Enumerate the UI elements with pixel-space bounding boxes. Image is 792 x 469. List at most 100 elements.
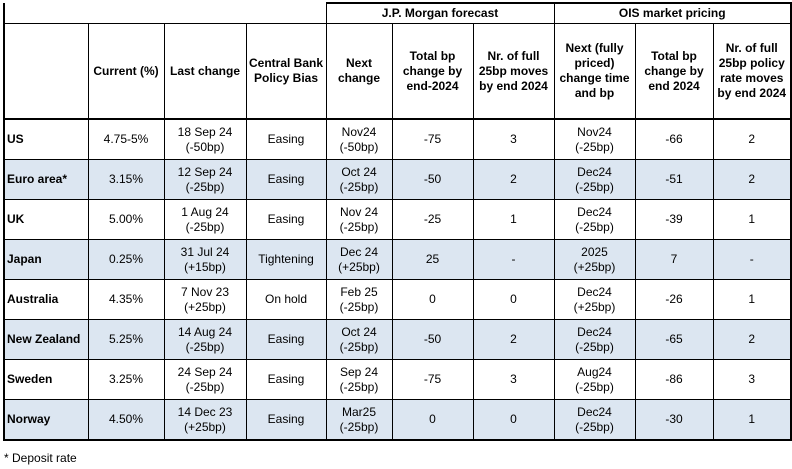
table-cell: -30 (634, 399, 714, 441)
table-cell: 18 Sep 24 (-50bp) (163, 118, 247, 160)
country-cell: Australia (3, 279, 89, 320)
table-cell: Nov24 (-50bp) (325, 118, 393, 160)
table-cell: 2 (712, 319, 792, 360)
table-cell: 0 (391, 399, 474, 441)
country-cell: Euro area* (3, 159, 89, 200)
table-cell: 3 (712, 359, 792, 400)
table-cell: 31 Jul 24 (+15bp) (163, 239, 247, 280)
country-cell: US (3, 118, 89, 160)
table-cell: 2 (712, 118, 792, 160)
table-cell: 3.25% (87, 359, 165, 400)
table-cell: Dec24 (-25bp) (553, 199, 636, 240)
table-cell: 2025 (+25bp) (553, 239, 636, 280)
column-header: Next change (325, 23, 393, 120)
footnote: * Deposit rate (4, 451, 77, 465)
country-cell: Sweden (3, 359, 89, 400)
column-header: Next (fully priced) change time and bp (553, 23, 636, 120)
column-header: Total bp change by end 2024 (634, 23, 714, 120)
table-cell: Easing (245, 199, 327, 240)
table-cell: Feb 25 (-25bp) (325, 279, 393, 320)
table-cell: -66 (634, 118, 714, 160)
country-cell: New Zealand (3, 319, 89, 360)
table-cell: Tightening (245, 239, 327, 280)
table-cell: 2 (712, 159, 792, 200)
table-cell: 3.15% (87, 159, 165, 200)
table-cell: - (712, 239, 792, 280)
table-cell: Easing (245, 399, 327, 441)
table-cell: -50 (391, 159, 474, 200)
table-cell: Sep 24 (-25bp) (325, 359, 393, 400)
table-cell: 7 (634, 239, 714, 280)
table-cell: 14 Aug 24 (-25bp) (163, 319, 247, 360)
table-row: Japan 0.25% 31 Jul 24 (+15bp) Tightening Dec… (3, 239, 792, 280)
table-cell: -75 (391, 359, 474, 400)
table-cell: 0 (472, 279, 555, 320)
country-cell: Norway (3, 399, 89, 441)
table-row: Norway 4.50% 14 Dec 23 (+25bp) Easing Mar25 … (3, 399, 792, 441)
table-cell: Easing (245, 359, 327, 400)
table-cell: -26 (634, 279, 714, 320)
table-cell: 5.25% (87, 319, 165, 360)
group-header-jpm-forecast: J.P. Morgan forecast (325, 2, 555, 24)
table-cell: 1 (712, 279, 792, 320)
table-cell: 3 (472, 118, 555, 160)
table-cell: 2 (472, 319, 555, 360)
table-cell: 3 (472, 359, 555, 400)
table-cell: 4.75-5% (87, 118, 165, 160)
table-row: Euro area* 3.15% 12 Sep 24 (-25bp) Easing Oc… (3, 159, 792, 200)
central-bank-rates-table: J.P. Morgan forecast OIS market pricing … (3, 2, 792, 441)
table-cell: 24 Sep 24 (-25bp) (163, 359, 247, 400)
table-cell: Mar25 (-25bp) (325, 399, 393, 441)
table-row: New Zealand 5.25% 14 Aug 24 (-25bp) Easing O… (3, 319, 792, 360)
table-cell: Aug24 (-25bp) (553, 359, 636, 400)
table-cell: 14 Dec 23 (+25bp) (163, 399, 247, 441)
blank-corner (4, 3, 326, 24)
table-cell: Oct 24 (-25bp) (325, 319, 393, 360)
column-header: Nr. of full 25bp moves by end 2024 (472, 23, 555, 120)
table-cell: -86 (634, 359, 714, 400)
table-cell: 5.00% (87, 199, 165, 240)
table-cell: 0 (472, 399, 555, 441)
column-header: Last change (163, 23, 247, 120)
table-cell: -39 (634, 199, 714, 240)
table-cell: -65 (634, 319, 714, 360)
column-header: Central Bank Policy Bias (245, 23, 327, 120)
column-header: Current (%) (87, 23, 165, 120)
table-cell: Dec24 (-25bp) (553, 159, 636, 200)
column-header (3, 23, 89, 120)
table-cell: 7 Nov 23 (+25bp) (163, 279, 247, 320)
table-cell: Nov24 (-25bp) (553, 118, 636, 160)
table-cell: 1 (472, 199, 555, 240)
country-cell: UK (3, 199, 89, 240)
table-cell: - (472, 239, 555, 280)
table-cell: 4.50% (87, 399, 165, 441)
table-cell: Easing (245, 319, 327, 360)
table-cell: -51 (634, 159, 714, 200)
table-cell: 25 (391, 239, 474, 280)
table-cell: Dec24 (+25bp) (553, 279, 636, 320)
table-row: Australia 4.35% 7 Nov 23 (+25bp) On hold Feb… (3, 279, 792, 320)
table-row: UK 5.00% 1 Aug 24 (-25bp) Easing Nov 24 (-25… (3, 199, 792, 240)
table-cell: -25 (391, 199, 474, 240)
table-cell: Easing (245, 118, 327, 160)
column-header: Total bp change by end-2024 (391, 23, 474, 120)
country-cell: Japan (3, 239, 89, 280)
table-cell: 0 (391, 279, 474, 320)
table-cell: -75 (391, 118, 474, 160)
table-cell: Dec 24 (+25bp) (325, 239, 393, 280)
table-cell: 4.35% (87, 279, 165, 320)
table-row: Sweden 3.25% 24 Sep 24 (-25bp) Easing Sep 24… (3, 359, 792, 400)
table-cell: Nov 24 (-25bp) (325, 199, 393, 240)
column-header: Nr. of full 25bp policy rate moves by en… (712, 23, 792, 120)
table-cell: Oct 24 (-25bp) (325, 159, 393, 200)
table-cell: Easing (245, 159, 327, 200)
table-cell: 1 Aug 24 (-25bp) (163, 199, 247, 240)
table-cell: 0.25% (87, 239, 165, 280)
table-cell: 12 Sep 24 (-25bp) (163, 159, 247, 200)
table-row: US 4.75-5% 18 Sep 24 (-50bp) Easing Nov24 (-… (3, 118, 792, 160)
table-cell: Dec24 (-25bp) (553, 319, 636, 360)
table-cell: Dec24 (-25bp) (553, 399, 636, 441)
table-cell: On hold (245, 279, 327, 320)
table-cell: 1 (712, 199, 792, 240)
table-cell: -50 (391, 319, 474, 360)
